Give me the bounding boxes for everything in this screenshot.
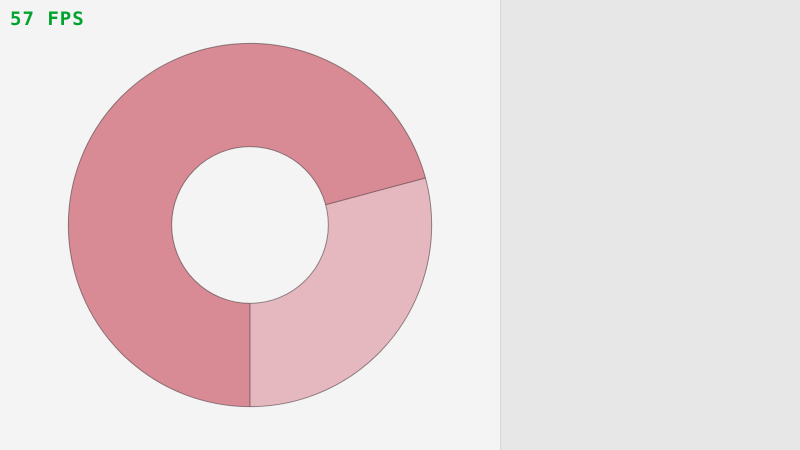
ring-canvas — [67, 42, 433, 408]
fps-counter: 57 FPS — [10, 8, 85, 30]
control-panel: StartAngle -255.00 EndAngle 360.00 Inner… — [500, 0, 800, 450]
